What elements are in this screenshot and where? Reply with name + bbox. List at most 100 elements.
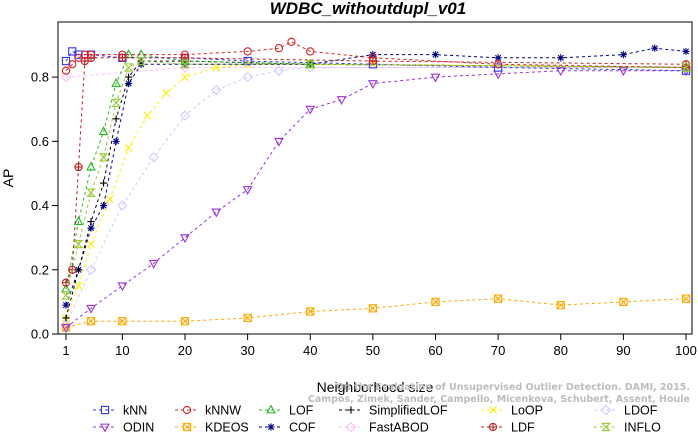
data-point-loop [74, 281, 83, 290]
legend-marker [100, 405, 110, 415]
x-tick-label: 90 [616, 343, 630, 358]
x-tick-label: 1 [62, 343, 69, 358]
data-point-ldof [60, 319, 72, 330]
data-point-odin [493, 70, 504, 80]
data-point-fastabod [60, 71, 72, 83]
y-tick-label: 0.6 [31, 134, 49, 149]
legend-item-cof: COF [259, 421, 316, 434]
data-point-ldof [85, 264, 97, 276]
data-point-odin [61, 324, 71, 334]
legend-label: COF [289, 421, 316, 434]
data-point-inflo [136, 56, 147, 66]
series-line-simplifiedlof [65, 60, 687, 319]
data-point-odin [274, 137, 284, 147]
data-point-kdeos [493, 294, 503, 303]
data-point-cof [557, 54, 565, 62]
data-point-kdeos [681, 294, 691, 303]
data-point-cof [87, 224, 95, 232]
legend-label: kNN [123, 404, 147, 418]
data-point-kdeos [431, 297, 440, 307]
data-point-odin [430, 73, 441, 83]
legend-label: FastABOD [369, 421, 429, 434]
series-odin [61, 67, 691, 334]
data-point-loop [87, 240, 96, 249]
series-knnw [61, 37, 691, 75]
legend-label: LoOP [511, 404, 543, 418]
data-point-knn [61, 56, 71, 66]
data-point-ldof [211, 84, 222, 96]
data-point-inflo [681, 63, 691, 72]
data-point-odin [367, 80, 378, 89]
data-point-knnw [274, 44, 284, 53]
data-point-ldof [273, 65, 285, 76]
data-point-kdeos [619, 297, 628, 307]
legend-item-ldof: LDOF [594, 404, 658, 418]
data-point-ldf [74, 162, 83, 172]
series-cof [62, 44, 690, 309]
citation-watermark: On the Evaluation of Unsupervised Outlie… [308, 382, 690, 405]
legend-item-lof: LOF [259, 404, 314, 418]
data-point-knnw [493, 60, 503, 69]
series-line-ldof [65, 67, 686, 325]
series-line-ldf [65, 57, 687, 283]
data-point-lof [98, 126, 109, 136]
legend-marker [489, 406, 497, 414]
y-tick-label: 0.2 [31, 262, 49, 277]
data-point-inflo [61, 291, 71, 300]
data-point-ldof [117, 200, 128, 211]
data-point-cof [682, 47, 690, 56]
legend-label: LDOF [624, 404, 658, 418]
data-point-knn [243, 56, 252, 66]
data-point-knnw [61, 66, 71, 75]
citation-text: On the Evaluation of Unsupervised Outlie… [308, 382, 690, 405]
data-point-inflo [305, 60, 316, 69]
data-point-knnw [74, 53, 83, 62]
data-point-inflo [180, 60, 190, 69]
data-point-knnw [306, 47, 315, 56]
legend-marker [100, 423, 110, 433]
data-point-odin [180, 234, 190, 244]
data-point-inflo [86, 188, 96, 197]
x-axis: 1 10 20 30 40 50 60 70 80 90 100 [62, 334, 697, 358]
data-point-loop [162, 89, 171, 98]
series-lof [61, 49, 691, 293]
data-point-lof [86, 161, 96, 171]
legend-item-knnw: kNNW [175, 404, 241, 418]
legend-item-fastabod: FastABOD [339, 421, 429, 434]
x-tick-label: 10 [115, 343, 129, 358]
x-tick-label: 30 [240, 343, 254, 358]
data-point-odin [618, 67, 629, 77]
data-point-odin [86, 304, 96, 314]
series-kdeos [61, 294, 691, 332]
data-point-simplifiedlof [99, 179, 108, 187]
legend-marker [182, 405, 192, 415]
x-tick-label: 40 [303, 343, 317, 358]
x-tick-label: 60 [428, 343, 442, 358]
legend-item-inflo: INFLO [594, 421, 661, 434]
data-point-knn [493, 63, 503, 72]
data-point-knnw [80, 50, 89, 59]
legend-marker [488, 422, 498, 432]
x-axis-label: Neighborhood size [317, 379, 434, 395]
data-point-odin [336, 96, 347, 106]
data-point-ldf [61, 278, 71, 287]
x-tick-label: 80 [554, 343, 568, 358]
legend-marker [601, 422, 611, 432]
data-point-cof [651, 44, 659, 52]
series-line-cof [65, 47, 687, 306]
data-point-loop [124, 143, 133, 152]
data-point-knnw [287, 37, 296, 46]
data-point-loop [143, 111, 152, 120]
data-point-simplifiedlof [87, 218, 95, 226]
y-axis-label: AP [0, 169, 16, 188]
data-point-knnw [118, 50, 127, 59]
data-point-odin [211, 208, 222, 218]
series-line-loop [65, 63, 687, 319]
data-point-cof [619, 51, 627, 59]
legend-label: LOF [289, 404, 314, 418]
series-ldf [61, 53, 691, 287]
legend-marker [600, 404, 612, 416]
legend: kNN kNNW LOF SimplifiedLOF LoOP LDOF ODIN KDEOS… [93, 404, 661, 434]
data-point-simplifiedlof [112, 115, 120, 123]
